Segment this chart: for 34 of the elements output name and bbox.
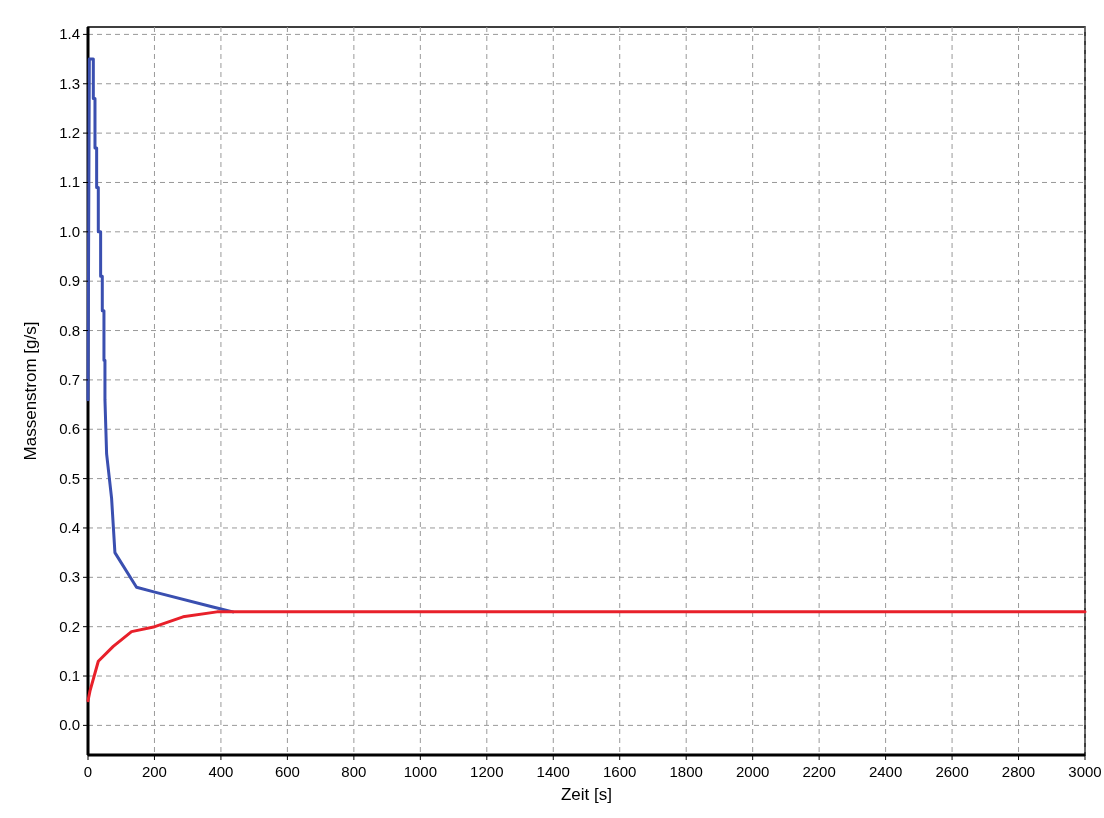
y-tick-label: 1.3 [59,74,80,92]
y-tick-label: 1.2 [59,124,80,142]
y-tick-label: 0.4 [59,518,80,536]
y-tick-label: 0.1 [59,667,80,685]
x-tick-label: 1600 [603,763,637,780]
y-tick-label: 0.9 [59,272,80,290]
y-tick-label: 0.7 [59,370,80,388]
x-tick-label: 2000 [735,763,770,780]
x-tick-label: 2600 [935,763,969,780]
x-tick-label: 600 [274,763,300,780]
x-axis-title: Zeit [s] [560,785,613,804]
x-tick-label: 400 [208,763,234,780]
y-tick-label: 1.4 [59,25,80,43]
y-tick-label: 0.6 [59,420,80,438]
y-tick-label: 1.1 [59,173,80,191]
x-tick-label: 2800 [1001,763,1036,780]
x-tick-label: 2400 [868,763,903,780]
y-tick-label: 1.0 [59,222,80,240]
y-tick-label: 0.3 [59,568,80,586]
line-series [86,610,1087,703]
x-tick-label: 1200 [470,763,504,780]
x-tick-label: 800 [341,763,367,780]
y-axis-title: Massenstrom [g/s] [21,321,40,461]
x-tick-label: 1000 [403,763,438,780]
x-tick-label: 0 [83,763,93,780]
y-tick-label: 0.2 [59,617,80,635]
x-tick-label: 200 [141,763,167,780]
y-tick-label: 0.8 [59,321,80,339]
x-tick-label: 1400 [536,763,570,780]
y-tick-label: 0.5 [59,469,80,487]
x-tick-label: 1800 [669,763,703,780]
y-tick-label: 0.0 [59,716,80,734]
x-tick-label: 3000 [1068,763,1102,780]
x-tick-label: 2200 [802,763,836,780]
